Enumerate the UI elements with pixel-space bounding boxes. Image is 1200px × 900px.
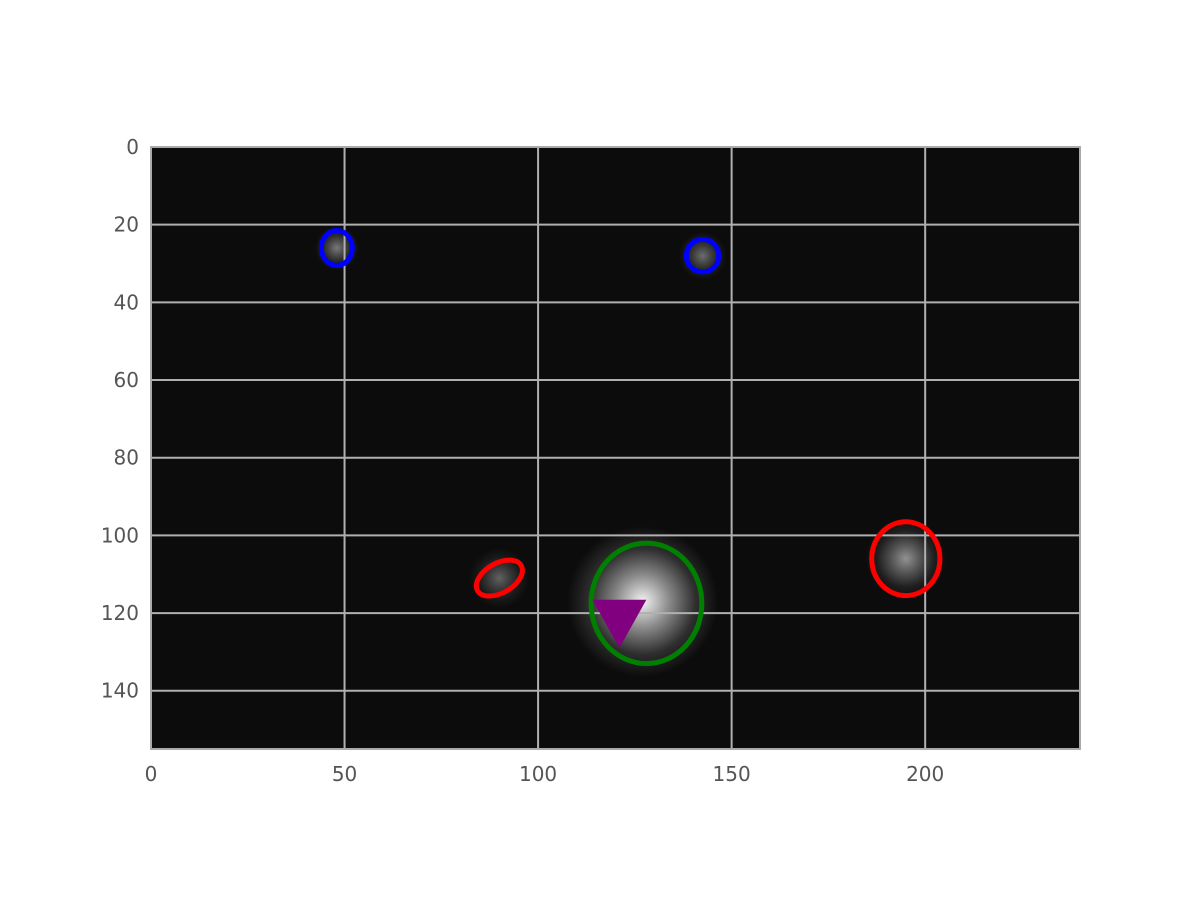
aperture-ellipse-4 (588, 540, 705, 667)
marker-layer (592, 599, 647, 648)
grid-layer (151, 147, 1080, 749)
y-tick-label: 140 (101, 679, 139, 703)
plot-frame (150, 146, 1081, 750)
x-tick-label: 50 (332, 762, 357, 786)
aperture-ellipse-1 (683, 236, 722, 275)
aperture-ellipse-3 (869, 519, 943, 599)
ellipse-layer (318, 228, 943, 667)
y-tick-label: 20 (114, 213, 139, 237)
aperture-ellipse-2 (473, 557, 525, 599)
y-tick-label: 40 (114, 290, 139, 314)
y-tick-label: 120 (101, 601, 139, 625)
y-tick-label: 60 (114, 368, 139, 392)
y-tick-label: 80 (114, 446, 139, 470)
y-tick-label: 0 (126, 135, 139, 159)
aperture-ellipse-0 (318, 228, 355, 268)
x-tick-label: 100 (519, 762, 557, 786)
x-tick-label: 200 (906, 762, 944, 786)
marker-triangle-0 (592, 599, 647, 648)
x-tick-label: 150 (713, 762, 751, 786)
tick-layer: 0 50 100 150 200 0 20 40 60 80 100 120 140 (101, 135, 944, 786)
x-tick-label: 0 (145, 762, 158, 786)
source-glow-4 (865, 518, 947, 599)
y-tick-label: 100 (101, 523, 139, 547)
